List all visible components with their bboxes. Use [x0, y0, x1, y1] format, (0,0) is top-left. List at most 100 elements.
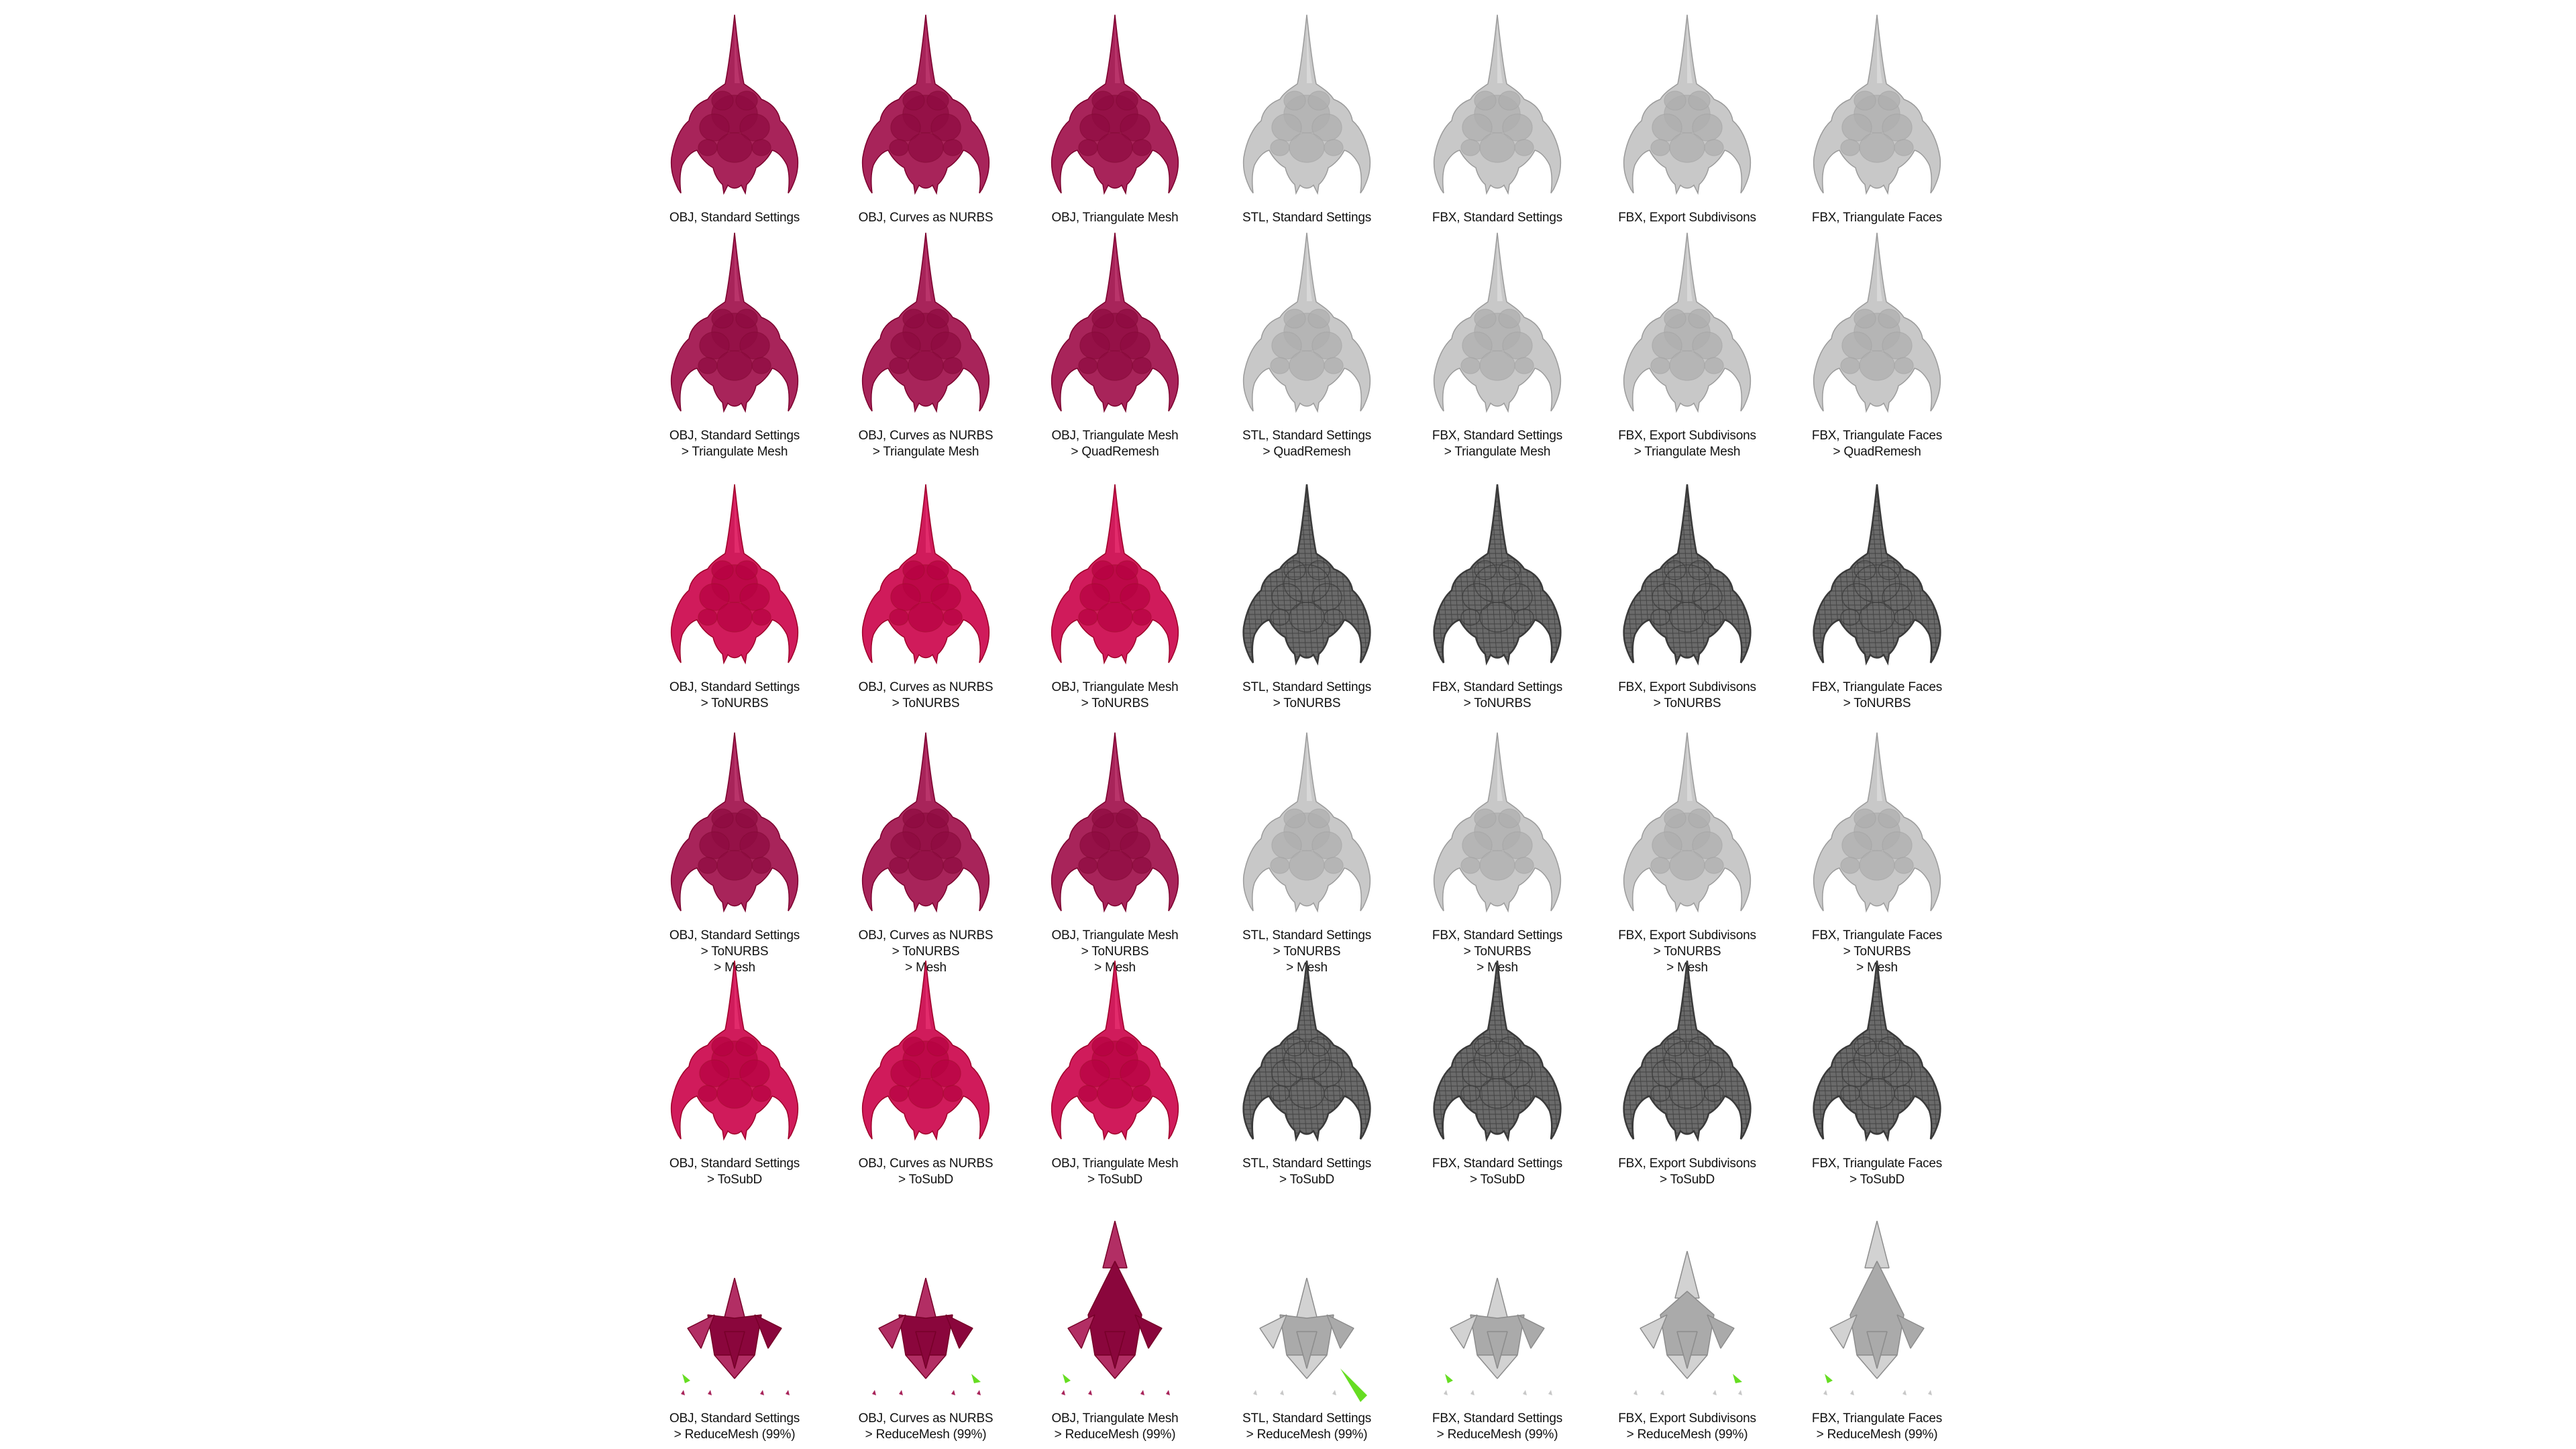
creature-body	[1813, 484, 1941, 666]
model-caption: FBX, Standard Settings > Triangulate Mesh	[1432, 428, 1562, 460]
caption-line: OBJ, Triangulate Mesh	[1051, 211, 1179, 225]
model-render	[670, 14, 799, 195]
creature-body	[1242, 484, 1371, 666]
creature-body	[1433, 960, 1562, 1142]
model-render	[1813, 14, 1941, 195]
model-caption: OBJ, Curves as NURBS > ToNURBS	[859, 680, 994, 712]
model-render	[861, 732, 990, 913]
caption-line: OBJ, Curves as NURBS	[858, 429, 994, 443]
creature-body	[670, 732, 799, 913]
model-cell: OBJ, Standard Settings > ToSubD	[641, 959, 828, 1188]
model-caption: OBJ, Triangulate Mesh	[1051, 210, 1178, 226]
creature-body	[1813, 14, 1941, 195]
model-caption: STL, Standard Settings > ToNURBS > Mesh	[1242, 928, 1371, 976]
model-caption: STL, Standard Settings > ReduceMesh (99%)	[1242, 1411, 1371, 1443]
model-cell: FBX, Export Subdivisons > ToSubD	[1593, 959, 1781, 1188]
model-cell: STL, Standard Settings > ToNURBS > Mesh	[1213, 731, 1401, 976]
model-cell: FBX, Export Subdivisons > ToNURBS	[1593, 483, 1781, 712]
model-caption: FBX, Export Subdivisons > ReduceMesh (99%…	[1618, 1411, 1756, 1443]
caption-line: > ReduceMesh (99%)	[1626, 1428, 1748, 1442]
creature-body	[670, 484, 799, 665]
caption-line: OBJ, Standard Settings	[669, 1157, 800, 1171]
model-cell: STL, Standard Settings > ReduceMesh (99%)	[1213, 1214, 1401, 1443]
caption-line: > ToSubD	[1659, 1173, 1715, 1187]
model-cell: OBJ, Curves as NURBS> ToNURBS> Mesh	[832, 731, 1020, 976]
model-caption: FBX, Export Subdivisons > Triangulate Mes…	[1618, 428, 1756, 460]
model-render	[1433, 14, 1562, 195]
model-render	[861, 232, 990, 413]
model-render	[1433, 960, 1562, 1142]
model-cell: OBJ, Triangulate Mesh > ReduceMesh (99%)	[1021, 1214, 1209, 1443]
creature-body	[1242, 960, 1371, 1142]
caption-line: > ReduceMesh (99%)	[1436, 1428, 1558, 1442]
caption-line: FBX, Standard Settings	[1432, 211, 1563, 225]
caption-line: FBX, Export Subdivisons	[1618, 211, 1756, 225]
model-render	[1051, 484, 1179, 665]
caption-line: > ReduceMesh (99%)	[674, 1428, 796, 1442]
model-render	[1813, 960, 1941, 1142]
model-caption: OBJ, Curves as NURBS > ToSubD	[859, 1156, 994, 1188]
model-render	[681, 1277, 790, 1395]
caption-line: FBX, Triangulate Faces	[1811, 1411, 1943, 1426]
model-cell: OBJ, Standard Settings> ToNURBS> Mesh	[641, 731, 828, 976]
caption-line: FBX, Triangulate Faces	[1811, 429, 1943, 443]
model-cell: OBJ, Standard Settings > Triangulate Mesh	[641, 231, 828, 460]
caption-line: FBX, Export Subdivisons	[1618, 429, 1756, 443]
model-render	[670, 960, 799, 1141]
caption-line: > QuadRemesh	[1833, 445, 1921, 459]
model-render	[1623, 14, 1752, 195]
model-cell: OBJ, Triangulate Mesh	[1021, 13, 1209, 226]
caption-line: STL, Standard Settings	[1242, 1157, 1372, 1171]
caption-line: STL, Standard Settings	[1242, 928, 1372, 943]
caption-line: FBX, Standard Settings	[1432, 928, 1563, 943]
creature-body	[1623, 484, 1752, 666]
creature-body	[861, 14, 990, 195]
reduced-mesh-body	[1633, 1250, 1742, 1395]
caption-line: > ToNURBS	[1273, 945, 1341, 959]
model-render	[670, 232, 799, 413]
model-render	[1253, 1277, 1367, 1402]
model-cell: OBJ, Curves as NURBS > ToNURBS	[832, 483, 1020, 712]
model-render	[861, 484, 990, 665]
model-caption: OBJ, Triangulate Mesh > ToNURBS	[1051, 680, 1178, 712]
model-cell: OBJ, Curves as NURBS	[832, 13, 1020, 226]
caption-line: > ToSubD	[898, 1173, 953, 1187]
model-render	[1623, 960, 1752, 1142]
caption-line: OBJ, Curves as NURBS	[858, 928, 994, 943]
caption-line: STL, Standard Settings	[1242, 1411, 1372, 1426]
caption-line: FBX, Export Subdivisons	[1618, 1411, 1756, 1426]
caption-line: > ToSubD	[1087, 1173, 1143, 1187]
caption-line: > ReduceMesh (99%)	[1054, 1428, 1176, 1442]
model-cell: FBX, Triangulate Faces > ReduceMesh (99%)	[1783, 1214, 1971, 1443]
creature-body	[1051, 232, 1179, 413]
creature-body	[1813, 732, 1941, 913]
caption-line: > ToNURBS	[1653, 945, 1721, 959]
caption-line: > Triangulate Mesh	[872, 445, 979, 459]
caption-line: > ReduceMesh (99%)	[1816, 1428, 1938, 1442]
caption-line: FBX, Standard Settings	[1432, 429, 1563, 443]
model-cell: FBX, Export Subdivisons > Triangulate Mes…	[1593, 231, 1781, 460]
model-render	[1051, 960, 1179, 1141]
model-caption: OBJ, Curves as NURBS > ReduceMesh (99%)	[859, 1411, 994, 1443]
model-caption: OBJ, Triangulate Mesh > ToSubD	[1051, 1156, 1178, 1188]
model-cell: FBX, Triangulate Faces	[1783, 13, 1971, 226]
model-caption: OBJ, Curves as NURBS > Triangulate Mesh	[859, 428, 994, 460]
model-render	[1813, 232, 1941, 413]
caption-line: FBX, Standard Settings	[1432, 1157, 1563, 1171]
caption-line: > ToSubD	[1279, 1173, 1335, 1187]
caption-line: > ToSubD	[706, 1173, 763, 1187]
caption-line: OBJ, Curves as NURBS	[858, 680, 994, 694]
caption-line: OBJ, Standard Settings	[669, 1411, 800, 1426]
caption-line: > ReduceMesh (99%)	[865, 1428, 987, 1442]
caption-line: OBJ, Triangulate Mesh	[1051, 928, 1179, 943]
creature-body	[1051, 484, 1179, 665]
caption-line: OBJ, Curves as NURBS	[858, 1157, 994, 1171]
reduced-mesh-body	[872, 1277, 981, 1395]
model-caption: STL, Standard Settings > ToSubD	[1242, 1156, 1371, 1188]
model-cell: OBJ, Curves as NURBS > ToSubD	[832, 959, 1020, 1188]
model-render	[1633, 1250, 1742, 1395]
model-render	[670, 732, 799, 913]
creature-body	[670, 14, 799, 195]
caption-line: > ToNURBS	[1843, 945, 1911, 959]
caption-line: OBJ, Triangulate Mesh	[1051, 680, 1179, 694]
